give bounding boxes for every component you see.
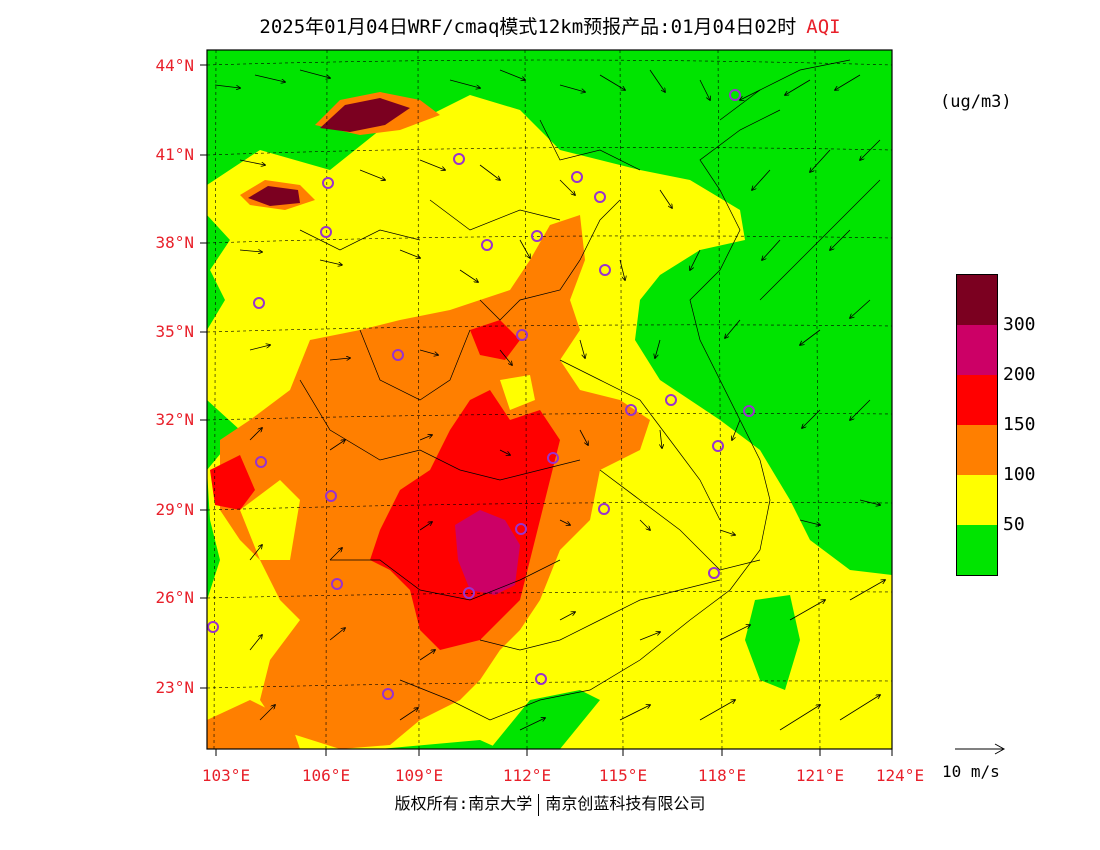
aqi-zone-usg-south	[207, 700, 300, 749]
aqi-zone-very-unhealthy	[455, 510, 520, 595]
map-frame	[206, 49, 893, 750]
graticule	[207, 50, 892, 749]
aqi-zone-unhealthy-west	[210, 455, 255, 510]
lat-label-23: 23°N	[155, 678, 194, 697]
aqi-zone-hazardous-north2	[248, 186, 300, 206]
reference-vector-arrow	[955, 743, 1006, 755]
color-legend	[956, 274, 998, 576]
lon-label-121: 121°E	[795, 766, 845, 785]
legend-swatch-usg	[957, 425, 997, 475]
map-title: 2025年01月04日WRF/cmaq模式12km预报产品:01月04日02时 A…	[0, 12, 1100, 39]
legend-label-100: 100	[1003, 464, 1036, 485]
lat-label-38: 38°N	[155, 233, 194, 252]
unit-label: (ug/m3)	[940, 92, 1012, 112]
station-markers	[207, 89, 755, 700]
aqi-zone-hazardous-north	[320, 98, 410, 132]
legend-label-300: 300	[1003, 314, 1036, 335]
legend-swatch-very-unhealthy	[957, 325, 997, 375]
title-text: 2025年01月04日WRF/cmaq模式12km预报产品:01月04日02时	[259, 16, 797, 38]
lon-label-109: 109°E	[394, 766, 444, 785]
aqi-zone-moderate-hole	[240, 480, 300, 560]
boundaries	[299, 59, 881, 721]
lat-label-35: 35°N	[155, 322, 194, 341]
legend-label-50: 50	[1003, 514, 1025, 535]
legend-swatch-moderate	[957, 475, 997, 525]
lat-label-44: 44°N	[155, 56, 194, 75]
lon-label-115: 115°E	[598, 766, 648, 785]
legend-label-150: 150	[1003, 414, 1036, 435]
lon-label-124: 124°E	[875, 766, 925, 785]
lon-label-106: 106°E	[301, 766, 351, 785]
product-name: AQI	[806, 16, 841, 38]
lat-label-29: 29°N	[155, 500, 194, 519]
lat-label-32: 32°N	[155, 410, 194, 429]
lon-label-103: 103°E	[201, 766, 251, 785]
legend-label-200: 200	[1003, 364, 1036, 385]
aqi-field	[207, 50, 892, 749]
legend-swatch-good	[957, 525, 997, 575]
lon-label-112: 112°E	[502, 766, 552, 785]
aqi-zone-moderate-hole2	[500, 375, 535, 410]
footer-separator	[538, 793, 540, 816]
copyright-owner: 版权所有:南京大学	[394, 794, 533, 813]
wind-vectors	[214, 69, 885, 731]
lat-label-41: 41°N	[155, 145, 194, 164]
aqi-zone-good-shandong	[640, 260, 760, 350]
lon-label-118: 118°E	[697, 766, 747, 785]
legend-swatch-unhealthy	[957, 375, 997, 425]
axis-ticks	[200, 64, 893, 756]
copyright-footer: 版权所有:南京大学 南京创蓝科技有限公司	[0, 790, 1100, 816]
lat-label-26: 26°N	[155, 588, 194, 607]
aqi-zone-moderate-patch	[730, 510, 800, 560]
aqi-zone-good-taiwan	[745, 595, 800, 690]
legend-swatch-hazardous	[957, 275, 997, 325]
reference-vector-label: 10 m/s	[942, 762, 1000, 781]
copyright-company: 南京创蓝科技有限公司	[545, 794, 706, 813]
aqi-zone-unhealthy-north	[470, 320, 520, 360]
